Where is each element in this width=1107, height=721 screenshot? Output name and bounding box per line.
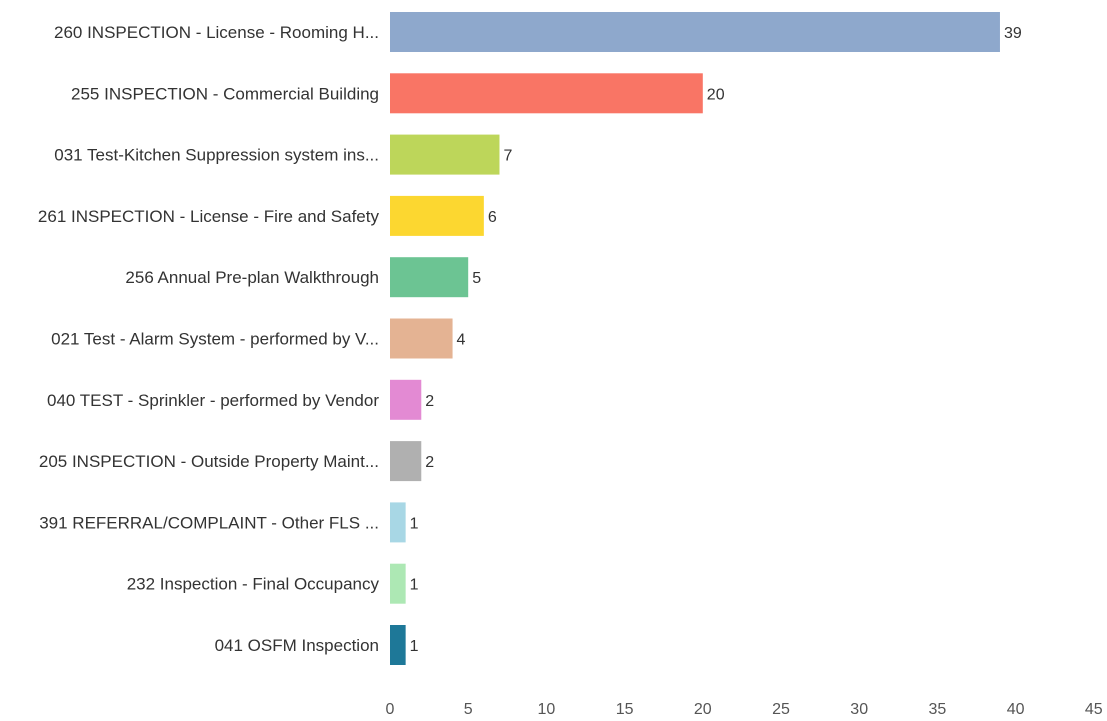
bar-3 [390, 195, 484, 236]
bar-7 [390, 441, 422, 482]
x-tick-label-5: 25 [772, 701, 790, 718]
bar-9 [390, 563, 406, 604]
bar-6 [390, 379, 422, 420]
value-label-0: 39 [1004, 25, 1022, 42]
category-label-1: 255 INSPECTION - Commercial Building [71, 84, 379, 103]
category-labels: 260 INSPECTION - License - Rooming H... 2… [38, 23, 380, 655]
x-tick-label-7: 35 [929, 701, 947, 718]
x-axis: 0 5 10 15 20 25 30 35 40 45 [386, 701, 1103, 718]
value-label-1: 20 [707, 86, 725, 103]
value-label-9: 1 [410, 577, 419, 594]
x-tick-label-3: 15 [616, 701, 634, 718]
x-tick-label-6: 30 [850, 701, 868, 718]
category-label-0: 260 INSPECTION - License - Rooming H... [54, 23, 379, 42]
value-label-3: 6 [488, 209, 497, 226]
category-label-4: 256 Annual Pre-plan Walkthrough [125, 268, 379, 287]
category-label-8: 391 REFERRAL/COMPLAINT - Other FLS ... [39, 513, 379, 532]
x-tick-label-8: 40 [1007, 701, 1025, 718]
value-labels: 39 20 7 6 5 4 2 2 1 1 1 [410, 25, 1022, 655]
bar-2 [390, 134, 500, 175]
value-label-7: 2 [425, 454, 434, 471]
bar-8 [390, 502, 406, 543]
value-label-2: 7 [503, 148, 512, 165]
bar-1 [390, 73, 703, 114]
x-tick-label-2: 10 [538, 701, 556, 718]
value-label-10: 1 [410, 638, 419, 655]
value-label-8: 1 [410, 515, 419, 532]
x-tick-label-9: 45 [1085, 701, 1103, 718]
x-tick-label-0: 0 [386, 701, 395, 718]
category-label-2: 031 Test-Kitchen Suppression system ins.… [54, 146, 379, 165]
bar-5 [390, 318, 453, 359]
category-label-9: 232 Inspection - Final Occupancy [127, 575, 380, 594]
bar-10 [390, 625, 406, 665]
value-label-5: 4 [457, 332, 466, 349]
x-tick-label-4: 20 [694, 701, 712, 718]
category-label-3: 261 INSPECTION - License - Fire and Safe… [38, 207, 380, 226]
value-label-4: 5 [472, 270, 481, 287]
category-label-7: 205 INSPECTION - Outside Property Maint.… [39, 452, 379, 471]
x-tick-label-1: 5 [464, 701, 473, 718]
category-label-10: 041 OSFM Inspection [215, 636, 379, 655]
category-label-5: 021 Test - Alarm System - performed by V… [51, 330, 379, 349]
value-label-6: 2 [425, 393, 434, 410]
bar-0 [390, 12, 1000, 52]
category-label-6: 040 TEST - Sprinkler - performed by Vend… [47, 391, 379, 410]
bar-4 [390, 257, 469, 298]
bars-layer [390, 12, 1000, 665]
